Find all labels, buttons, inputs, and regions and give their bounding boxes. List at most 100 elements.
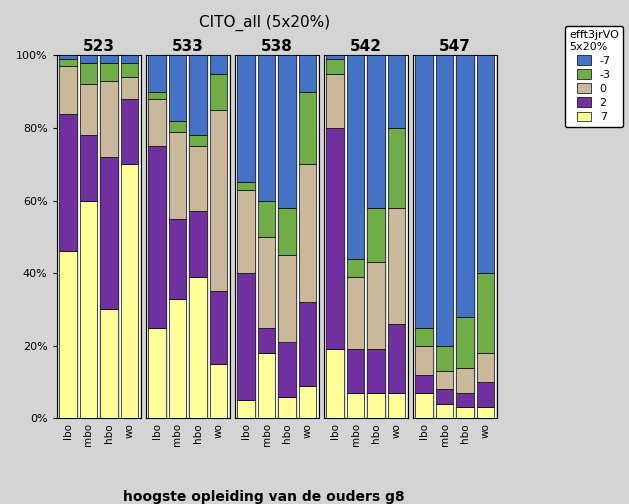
Bar bbox=[457, 393, 474, 407]
Bar bbox=[209, 55, 227, 74]
Bar bbox=[388, 393, 405, 418]
Bar bbox=[59, 113, 77, 251]
Bar bbox=[80, 55, 97, 62]
Bar bbox=[237, 55, 255, 182]
Bar bbox=[367, 262, 385, 349]
Bar bbox=[189, 212, 207, 277]
Bar bbox=[121, 99, 138, 164]
Bar bbox=[367, 393, 385, 418]
Bar bbox=[237, 182, 255, 190]
Bar bbox=[278, 208, 296, 255]
Bar bbox=[326, 128, 344, 349]
Bar bbox=[189, 55, 207, 135]
Bar bbox=[209, 291, 227, 364]
Bar bbox=[299, 302, 316, 386]
Bar bbox=[59, 59, 77, 67]
Bar bbox=[388, 55, 405, 128]
Bar bbox=[326, 349, 344, 418]
Bar bbox=[347, 55, 364, 259]
Title: 547: 547 bbox=[439, 39, 471, 54]
Bar bbox=[258, 55, 276, 201]
Bar bbox=[457, 55, 474, 317]
Bar bbox=[100, 309, 118, 418]
Bar bbox=[148, 55, 165, 92]
Bar bbox=[278, 255, 296, 342]
Bar bbox=[436, 404, 454, 418]
Bar bbox=[299, 386, 316, 418]
Bar bbox=[189, 146, 207, 212]
Bar bbox=[367, 208, 385, 262]
Text: hoogste opleiding van de ouders g8: hoogste opleiding van de ouders g8 bbox=[123, 490, 405, 504]
Bar bbox=[169, 298, 186, 418]
Bar bbox=[100, 81, 118, 157]
Bar bbox=[258, 237, 276, 328]
Bar bbox=[121, 164, 138, 418]
Bar bbox=[477, 407, 494, 418]
Bar bbox=[169, 121, 186, 132]
Bar bbox=[148, 92, 165, 99]
Bar bbox=[299, 55, 316, 92]
Bar bbox=[347, 349, 364, 393]
Bar bbox=[148, 328, 165, 418]
Bar bbox=[457, 407, 474, 418]
Bar bbox=[237, 190, 255, 273]
Bar bbox=[388, 324, 405, 393]
Bar bbox=[59, 251, 77, 418]
Bar bbox=[326, 74, 344, 128]
Bar bbox=[326, 59, 344, 74]
Bar bbox=[169, 55, 186, 121]
Bar bbox=[258, 353, 276, 418]
Bar bbox=[367, 55, 385, 208]
Text: CITO_all (5x20%): CITO_all (5x20%) bbox=[199, 15, 330, 31]
Title: 538: 538 bbox=[261, 39, 292, 54]
Bar bbox=[436, 55, 454, 346]
Bar bbox=[299, 92, 316, 164]
Bar bbox=[80, 62, 97, 85]
Title: 542: 542 bbox=[350, 39, 382, 54]
Title: 533: 533 bbox=[172, 39, 204, 54]
Bar bbox=[367, 349, 385, 393]
Bar bbox=[121, 62, 138, 77]
Bar bbox=[477, 55, 494, 273]
Bar bbox=[209, 364, 227, 418]
Bar bbox=[209, 110, 227, 291]
Bar bbox=[278, 397, 296, 418]
Bar bbox=[169, 219, 186, 298]
Bar bbox=[415, 346, 433, 375]
Bar bbox=[148, 146, 165, 328]
Bar bbox=[59, 67, 77, 113]
Bar bbox=[59, 55, 77, 59]
Bar bbox=[347, 277, 364, 349]
Bar bbox=[278, 342, 296, 397]
Bar bbox=[189, 135, 207, 146]
Bar bbox=[100, 157, 118, 309]
Bar bbox=[121, 55, 138, 62]
Title: 523: 523 bbox=[82, 39, 114, 54]
Bar bbox=[189, 277, 207, 418]
Bar bbox=[209, 74, 227, 110]
Bar bbox=[148, 99, 165, 146]
Bar bbox=[477, 353, 494, 382]
Legend: -7, -3, 0, 2, 7: -7, -3, 0, 2, 7 bbox=[565, 26, 623, 127]
Bar bbox=[477, 273, 494, 353]
Bar bbox=[388, 208, 405, 324]
Bar bbox=[169, 132, 186, 219]
Bar bbox=[436, 346, 454, 371]
Bar bbox=[80, 201, 97, 418]
Bar bbox=[347, 393, 364, 418]
Bar bbox=[258, 201, 276, 237]
Bar bbox=[388, 128, 405, 208]
Bar bbox=[477, 382, 494, 407]
Bar bbox=[299, 164, 316, 302]
Bar bbox=[457, 317, 474, 367]
Bar bbox=[326, 55, 344, 59]
Bar bbox=[258, 328, 276, 353]
Bar bbox=[237, 400, 255, 418]
Bar bbox=[436, 389, 454, 404]
Bar bbox=[347, 259, 364, 277]
Bar bbox=[121, 77, 138, 99]
Bar bbox=[100, 55, 118, 62]
Bar bbox=[415, 328, 433, 346]
Bar bbox=[457, 367, 474, 393]
Bar bbox=[436, 371, 454, 389]
